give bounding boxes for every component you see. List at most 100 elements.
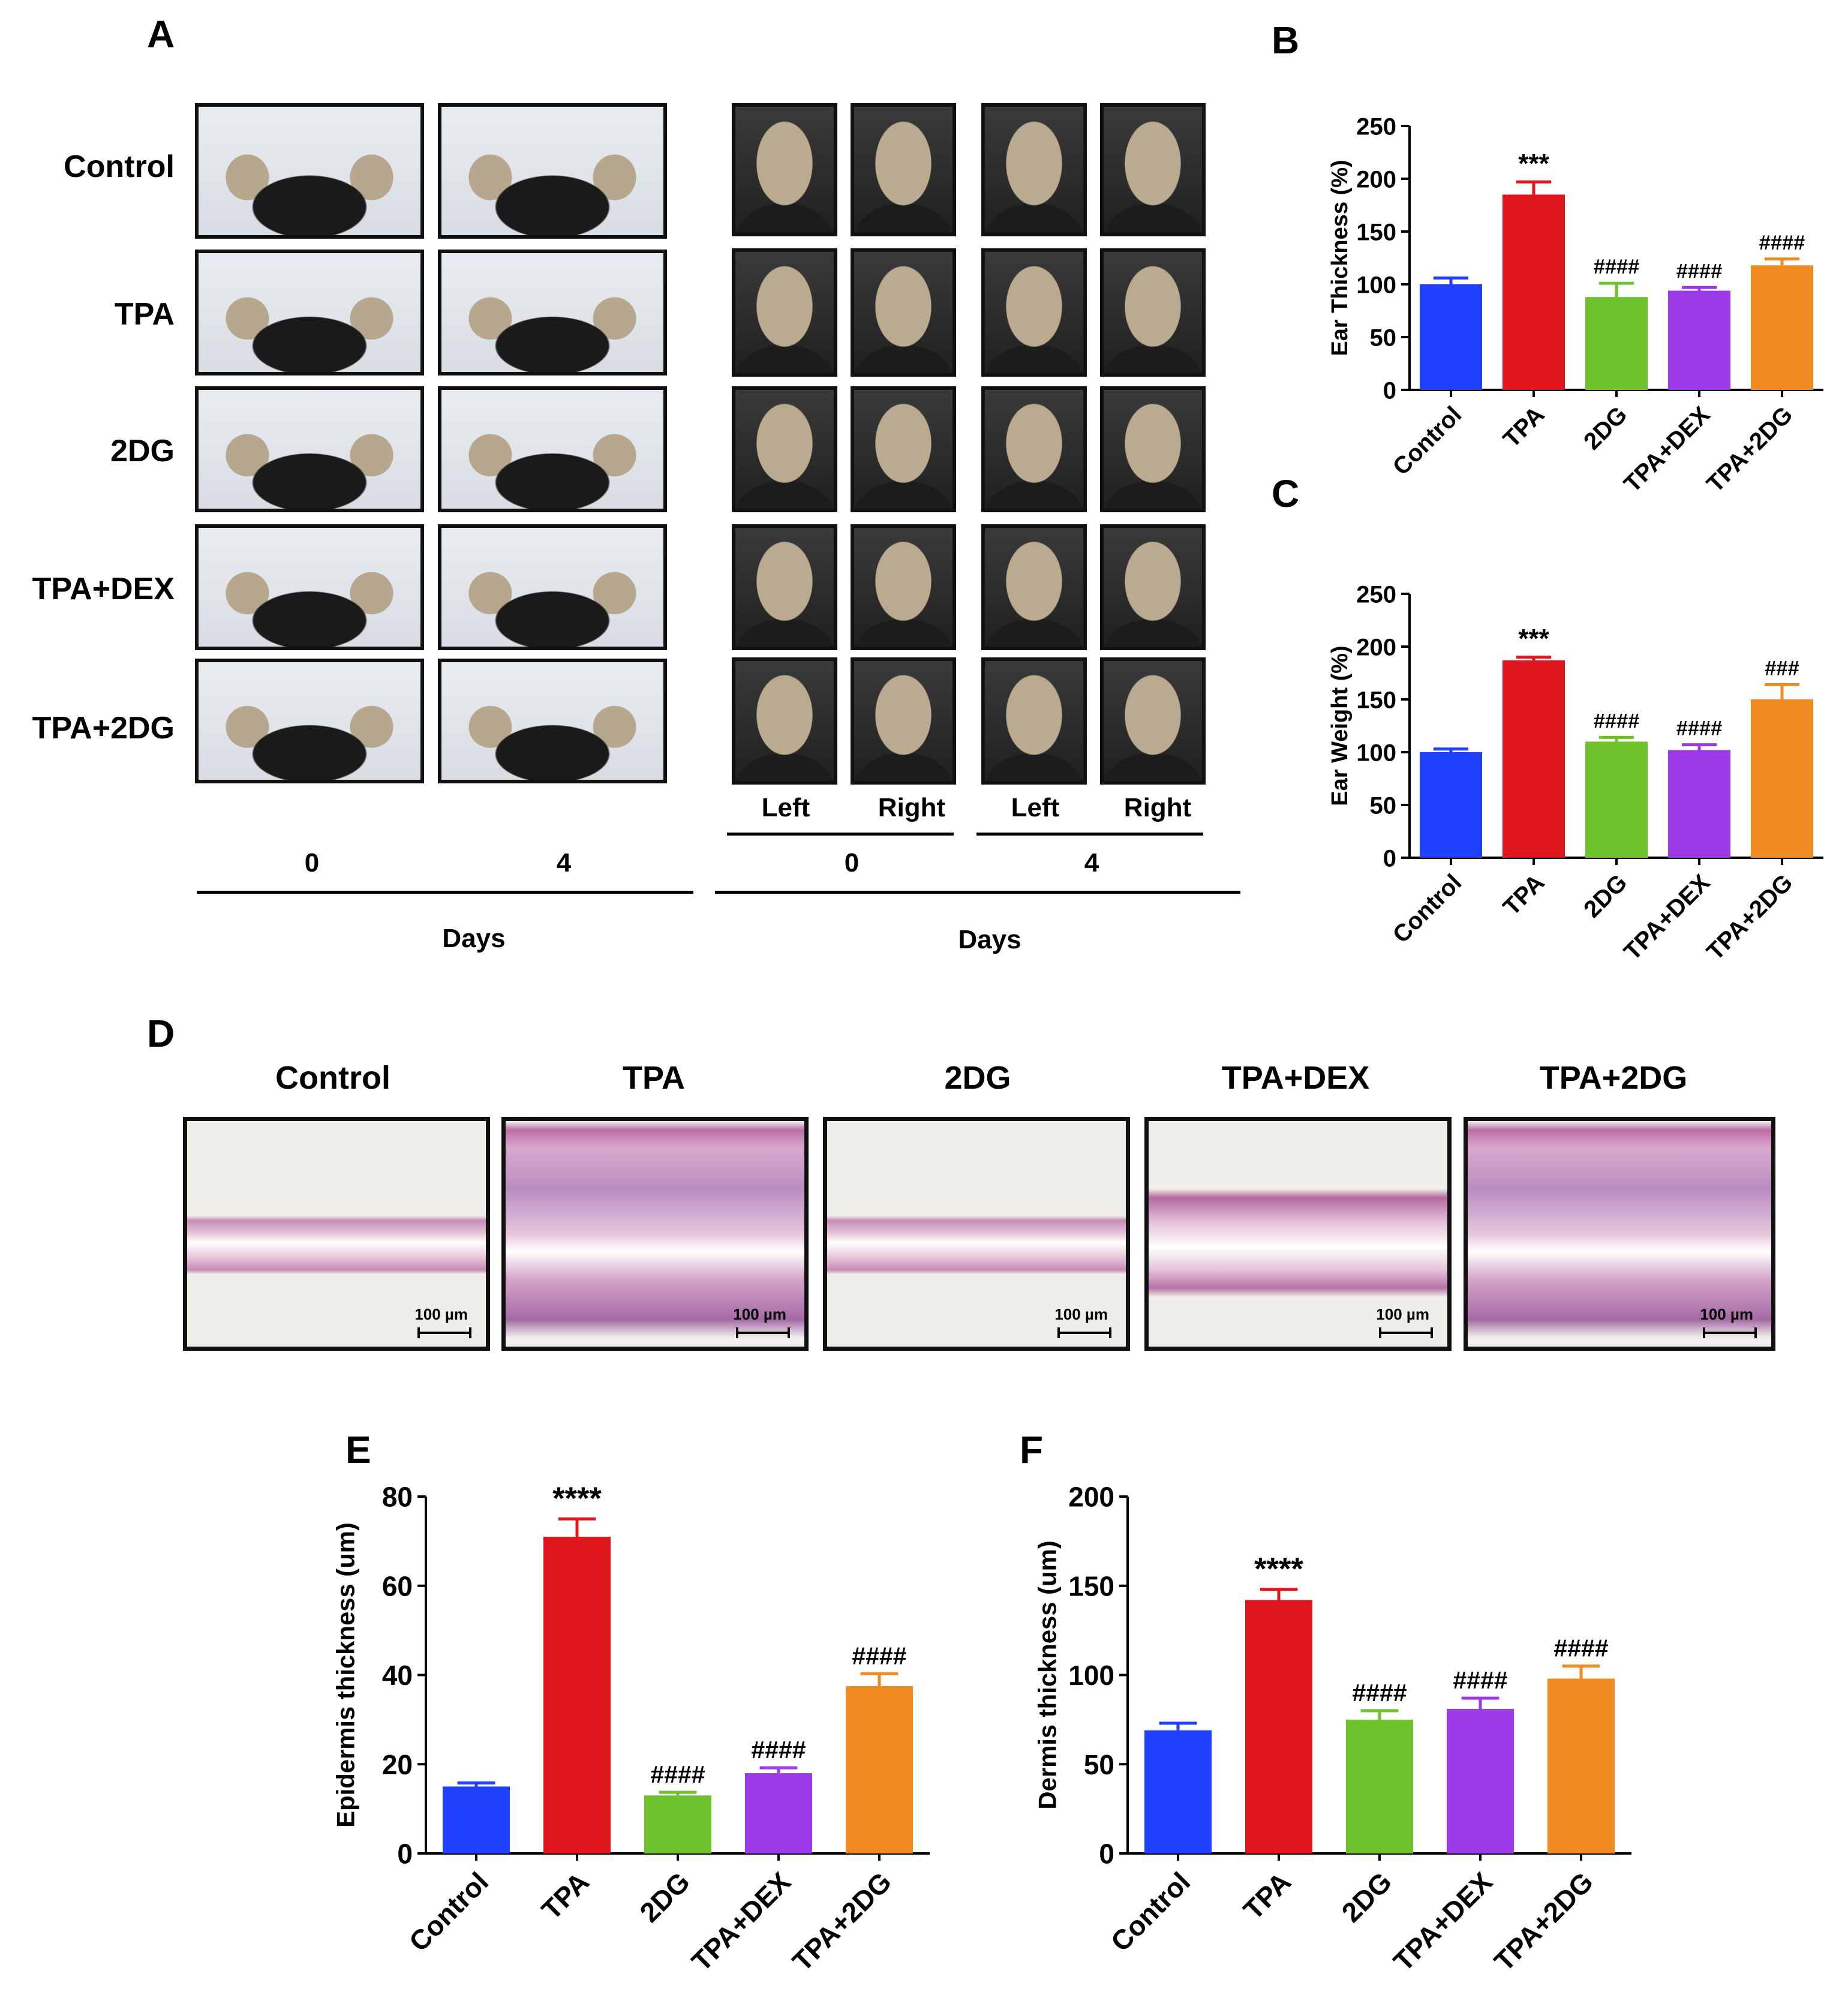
panel-label-f: F — [1020, 1428, 1044, 1471]
days-bracket-right — [715, 891, 1240, 894]
y-axis-title: Ear Weight (%) — [1327, 645, 1353, 806]
x-tick-label: Control — [1388, 869, 1467, 948]
y-tick-label: 0 — [1383, 377, 1396, 404]
row-label-2dg: 2DG — [110, 434, 175, 468]
scale-bar — [417, 1327, 471, 1338]
scale-bar-label: 100 µm — [733, 1305, 786, 1323]
y-tick-label: 40 — [382, 1660, 413, 1691]
significance-label: #### — [1676, 717, 1723, 740]
x-tick-label: 2DG — [1579, 869, 1632, 923]
significance-label: #### — [1676, 260, 1723, 283]
significance-label: #### — [650, 1760, 705, 1788]
scale-bar — [1703, 1327, 1757, 1338]
x-tick-label: TPA+2DG — [786, 1866, 897, 1977]
bar — [1503, 660, 1565, 858]
significance-label: #### — [1594, 256, 1640, 278]
mouse-photo — [438, 103, 667, 239]
y-axis-title: Dermis thickness (um) — [1033, 1540, 1061, 1809]
mouse-photo — [438, 250, 667, 375]
bar — [1751, 699, 1813, 858]
ear-photo — [851, 386, 956, 512]
bar — [846, 1686, 913, 1853]
bar — [1245, 1600, 1312, 1853]
significance-label: *** — [1518, 624, 1549, 654]
bar — [543, 1536, 611, 1853]
y-tick-label: 50 — [1370, 325, 1397, 351]
bar — [1585, 297, 1648, 390]
ear-photo — [1100, 248, 1206, 377]
y-tick-label: 200 — [1356, 166, 1396, 193]
y-tick-label: 100 — [1068, 1660, 1114, 1691]
row-label-tpa-dex: TPA+DEX — [32, 572, 175, 606]
histology-title: 2DG — [944, 1060, 1011, 1096]
y-axis-title: Epidermis thickness (um) — [331, 1522, 359, 1828]
ear-photo — [1100, 386, 1206, 512]
ear-photo — [981, 386, 1087, 512]
day-4-bracket — [976, 833, 1203, 836]
epidermis-thickness-chart: 0 20 40 60 80 Epidermis thickness (um) Control… — [331, 1481, 930, 1977]
x-tick-label: TPA — [536, 1866, 595, 1925]
significance-label: **** — [1254, 1552, 1303, 1587]
ear-photo — [851, 248, 956, 377]
histology-image: 100 µm — [823, 1117, 1130, 1351]
x-tick-label: TPA — [1498, 401, 1550, 453]
mouse-photo — [195, 250, 424, 375]
y-tick-label: 0 — [1099, 1838, 1114, 1870]
bar — [1751, 265, 1813, 390]
significance-label: #### — [852, 1642, 906, 1669]
histology-image: 100 µm — [501, 1117, 809, 1351]
histology-title: Control — [275, 1060, 390, 1096]
histology-image: 100 µm — [183, 1117, 490, 1351]
panel-label-a: A — [147, 13, 175, 56]
bar — [644, 1795, 711, 1853]
ear-side-label: Right — [878, 793, 946, 822]
significance-label: #### — [1352, 1679, 1407, 1706]
mouse-photo — [195, 103, 424, 239]
days-bracket-left — [197, 891, 693, 894]
y-tick-label: 50 — [1370, 792, 1397, 819]
y-tick-label: 100 — [1356, 272, 1396, 298]
bar — [1585, 741, 1648, 858]
ear-photo — [732, 657, 837, 785]
histology-image: 100 µm — [1464, 1117, 1775, 1351]
day-0-bracket — [727, 833, 954, 836]
scale-bar-label: 100 µm — [1700, 1305, 1753, 1323]
bar — [1447, 1709, 1514, 1853]
x-tick-label: Control — [1388, 401, 1467, 480]
ear-photo — [851, 524, 956, 650]
ear-photo — [732, 248, 837, 377]
significance-label: #### — [1594, 710, 1640, 732]
y-tick-label: 150 — [1356, 687, 1396, 713]
bar — [1668, 750, 1730, 858]
x-tick-label: TPA+DEX — [1387, 1866, 1499, 1978]
significance-label: **** — [552, 1481, 602, 1516]
ear-photo — [851, 657, 956, 785]
histology-title: TPA+2DG — [1539, 1060, 1688, 1096]
scale-bar — [736, 1327, 790, 1338]
histology-title: TPA+DEX — [1221, 1060, 1370, 1096]
mouse-photo — [438, 659, 667, 783]
day-label: 0 — [304, 848, 320, 878]
row-label-tpa: TPA — [114, 297, 175, 332]
panel-label-b: B — [1272, 19, 1300, 62]
bar — [443, 1786, 510, 1853]
y-tick-label: 150 — [1068, 1570, 1114, 1602]
mouse-photo — [195, 524, 424, 650]
significance-label: *** — [1518, 149, 1549, 178]
significance-label: #### — [751, 1736, 806, 1763]
panel-label-c: C — [1272, 472, 1300, 515]
bar — [745, 1773, 812, 1853]
y-tick-label: 20 — [382, 1749, 413, 1780]
histology-title: TPA — [623, 1060, 685, 1096]
y-tick-label: 0 — [397, 1838, 413, 1870]
y-tick-label: 60 — [382, 1570, 413, 1602]
scale-bar-label: 100 µm — [414, 1305, 468, 1323]
y-tick-label: 200 — [1068, 1482, 1114, 1513]
scale-bar — [1057, 1327, 1111, 1338]
mouse-photo — [195, 386, 424, 512]
ear-photo — [1100, 657, 1206, 785]
x-tick-label: Control — [1105, 1866, 1196, 1957]
x-tick-label: 2DG — [1579, 401, 1632, 455]
x-tick-label: TPA — [1237, 1866, 1297, 1925]
